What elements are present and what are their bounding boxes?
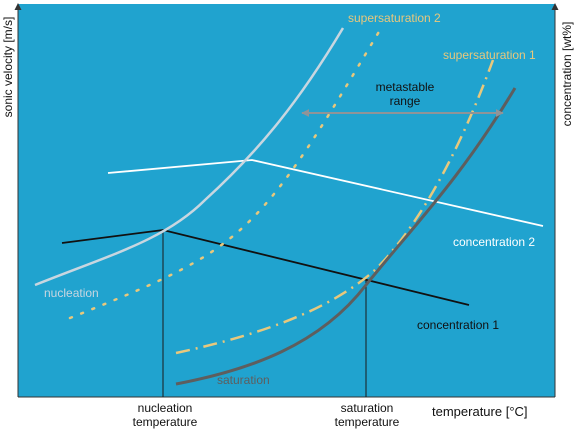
saturation-label: saturation <box>217 373 270 387</box>
nucleation-label: nucleation <box>44 286 99 300</box>
nucleation-temperature-label-2: temperature <box>133 415 198 429</box>
y-right-axis-label: concentration [wt%] <box>560 22 574 127</box>
plot-area <box>18 4 555 397</box>
concentration-1-label: concentration 1 <box>417 318 499 332</box>
saturation-temperature-label-2: temperature <box>335 415 400 429</box>
x-axis-label: temperature [°C] <box>432 404 528 419</box>
saturation-curve <box>175 87 517 386</box>
saturation-temperature-label-1: saturation <box>341 401 394 415</box>
nucleation-temperature-label-1: nucleation <box>138 401 193 415</box>
supersaturation-1-label: supersaturation 1 <box>443 48 536 62</box>
concentration-2-line <box>107 159 544 227</box>
metastable-label-line2: range <box>390 94 421 108</box>
y-left-axis-label: sonic velocity [m/s] <box>1 17 15 118</box>
concentration-2-label: concentration 2 <box>453 235 535 249</box>
metastable-label-line1: metastable <box>376 80 435 94</box>
nucleation-curve <box>34 27 345 287</box>
supersaturation-2-curve <box>68 28 382 320</box>
left-axis-arrow <box>14 3 22 10</box>
right-axis-arrow <box>551 3 559 10</box>
supersaturation-2-label: supersaturation 2 <box>348 11 441 25</box>
supersaturation-1-curve <box>175 59 495 355</box>
